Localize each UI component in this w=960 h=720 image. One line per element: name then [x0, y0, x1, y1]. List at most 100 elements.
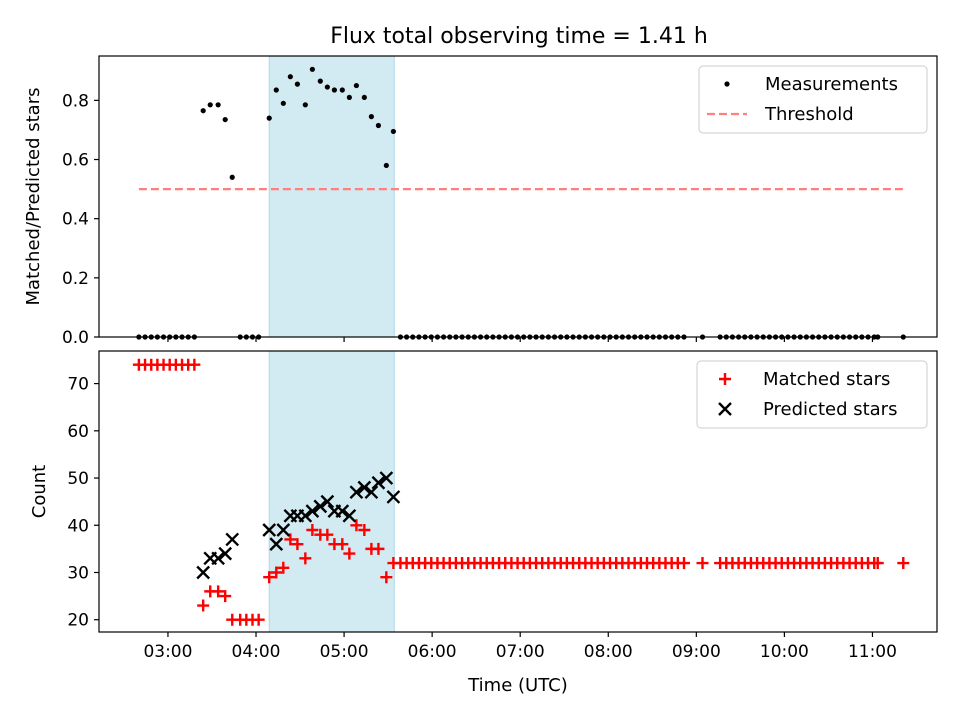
top-data-point [390, 128, 396, 135]
top-data-point [266, 115, 272, 121]
bottom-legend-label-predicted-stars: Predicted stars [763, 399, 897, 420]
bottom-y-axis-label: Count [29, 465, 50, 518]
bottom-data-point [350, 519, 363, 532]
bottom-data-point [335, 504, 350, 518]
bottom-data-point [211, 551, 225, 566]
top-data-point [294, 81, 301, 87]
bottom-data-point [364, 485, 379, 500]
bottom-data-point [306, 523, 319, 536]
top-y-tick-label: 0.0 [62, 328, 89, 348]
bottom-series-predicted-stars [196, 471, 401, 580]
bottom-x-tick-label: 06:00 [408, 642, 457, 662]
bottom-y-tick-label: 20 [67, 611, 89, 631]
top-data-point [339, 87, 345, 93]
top-data-point [383, 162, 389, 169]
bottom-data-point [321, 528, 334, 541]
bottom-data-point [225, 532, 240, 547]
bottom-series-matched-stars [132, 358, 910, 626]
bottom-data-point [897, 557, 910, 570]
chart-title: Flux total observing time = 1.41 h [330, 24, 708, 49]
top-data-point [368, 114, 374, 120]
bottom-data-point [252, 613, 265, 626]
bottom-y-tick-label: 40 [67, 516, 89, 536]
bottom-data-point [372, 542, 385, 555]
bottom-legend-handle-predicted-stars [718, 402, 732, 416]
bottom-data-point [276, 523, 291, 537]
bottom-x-axis-label: Time (UTC) [467, 675, 568, 696]
bottom-data-point [270, 566, 283, 579]
bottom-y-tick-label: 60 [67, 422, 89, 442]
bottom-legend-box [696, 360, 928, 429]
bottom-x-tick-label: 09:00 [672, 642, 721, 662]
top-data-point [353, 82, 360, 89]
top-data-point [346, 94, 352, 101]
bottom-data-point [386, 490, 401, 504]
bottom-data-point [299, 552, 312, 565]
bottom-x-tick-label: 07:00 [496, 642, 545, 662]
top-data-point [273, 87, 279, 93]
bottom-data-point [379, 471, 394, 485]
bottom-data-point [188, 358, 201, 371]
top-data-point [331, 87, 337, 93]
top-y-tick-label: 0.6 [62, 151, 89, 171]
bottom-data-point [291, 538, 304, 551]
bottom-axes-frame [98, 350, 938, 633]
top-axes-frame [98, 55, 938, 338]
top-data-point [309, 66, 315, 72]
top-panel: 0.0 0.2 0.4 0.6 0.8 Matched/Predicted stars Me… [23, 55, 938, 348]
top-y-tick-label: 0.2 [62, 269, 89, 289]
bottom-data-point [298, 508, 313, 523]
top-data-point [229, 174, 235, 180]
top-data-point [361, 94, 367, 101]
bottom-y-tick-label: 70 [67, 375, 89, 395]
top-data-point [375, 122, 382, 129]
bottom-data-point [277, 561, 290, 574]
top-data-point [287, 74, 293, 80]
bottom-legend: Matched stars Predicted stars [696, 360, 928, 429]
top-data-point [317, 78, 323, 84]
top-data-point [222, 116, 228, 123]
top-y-axis-label: Matched/Predicted stars [23, 88, 44, 306]
bottom-data-point [343, 547, 356, 560]
top-legend-label-threshold: Threshold [764, 104, 854, 125]
bottom-data-point [696, 557, 709, 570]
bottom-x-tick-label: 11:00 [848, 642, 897, 662]
top-legend: Measurements Threshold [698, 65, 928, 134]
top-legend-handle-measurements [724, 81, 730, 87]
top-shaded-span [268, 55, 395, 338]
top-y-tick-label: 0.8 [62, 91, 89, 111]
bottom-x-tick-label: 10:00 [760, 642, 809, 662]
bottom-x-tick-label: 05:00 [320, 642, 369, 662]
bottom-x-tick-label: 03:00 [143, 642, 192, 662]
bottom-data-point [196, 565, 211, 580]
top-data-point [280, 100, 286, 106]
bottom-data-point [871, 557, 884, 570]
bottom-data-point [358, 523, 371, 536]
bottom-data-point [320, 494, 335, 509]
top-data-point [200, 108, 206, 114]
bottom-y-tick-label: 30 [67, 563, 89, 583]
bottom-data-point [284, 533, 297, 546]
bottom-legend-handle-matched-stars [719, 373, 731, 385]
bottom-data-point [349, 485, 364, 500]
bottom-data-point [218, 546, 233, 561]
bottom-data-point [219, 590, 232, 603]
bottom-data-point [197, 599, 210, 612]
bottom-data-point [305, 504, 320, 518]
bottom-data-point [677, 557, 690, 570]
top-data-point [207, 102, 213, 108]
top-y-tick-label: 0.4 [62, 210, 89, 230]
top-legend-box [698, 65, 928, 134]
bottom-data-point [262, 523, 277, 537]
bottom-data-point [263, 571, 276, 584]
top-data-point [302, 102, 308, 108]
bottom-data-point [336, 538, 349, 551]
top-data-point [324, 84, 330, 90]
bottom-data-point [313, 499, 328, 514]
bottom-y-tick-label: 50 [67, 469, 89, 489]
bottom-legend-label-matched-stars: Matched stars [763, 369, 890, 390]
bottom-data-point [371, 475, 386, 490]
bottom-data-point [357, 480, 372, 495]
bottom-data-point [342, 508, 357, 523]
